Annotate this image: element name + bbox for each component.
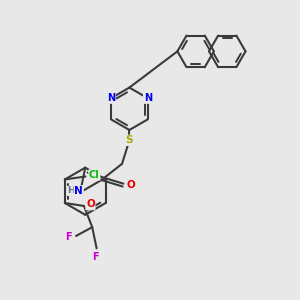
Text: F: F xyxy=(92,252,98,262)
Text: Cl: Cl xyxy=(89,170,100,180)
Text: O: O xyxy=(127,180,135,190)
Text: N: N xyxy=(107,93,115,103)
Text: F: F xyxy=(65,232,72,242)
Text: H: H xyxy=(68,186,75,195)
Text: N: N xyxy=(144,93,152,103)
Text: S: S xyxy=(126,135,133,145)
Text: N: N xyxy=(74,186,83,196)
Text: O: O xyxy=(86,200,95,209)
